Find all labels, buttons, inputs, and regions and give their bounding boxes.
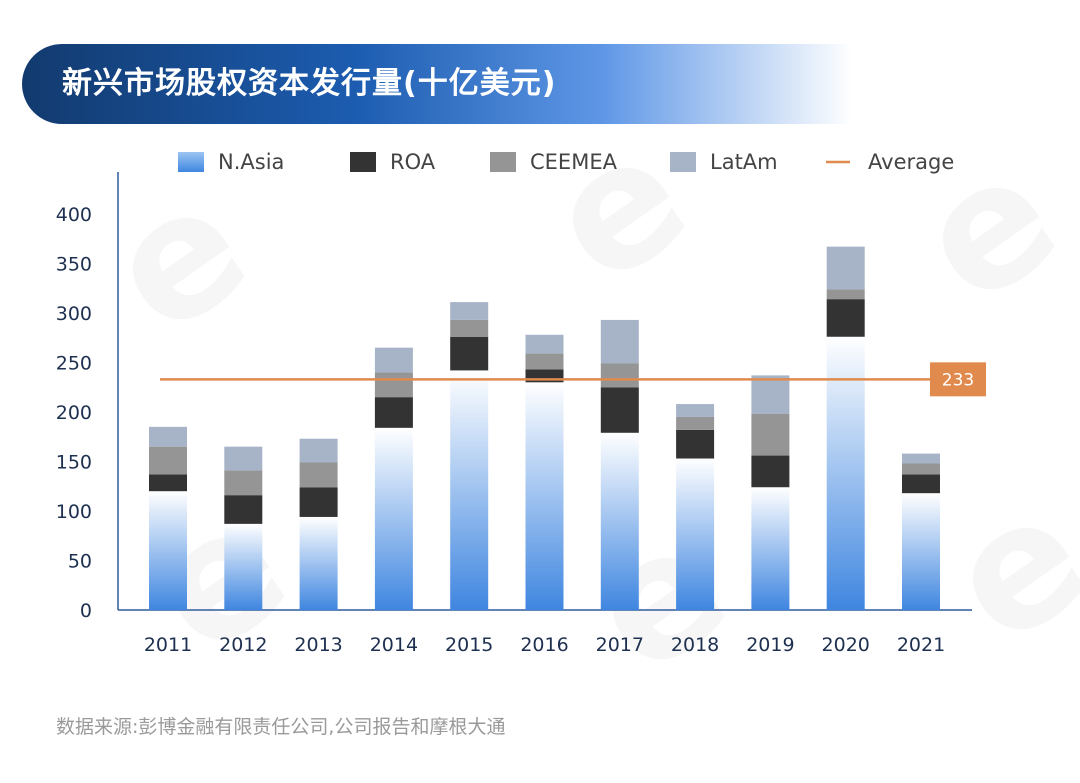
bar-segment-ceemea (450, 319, 489, 337)
bar-segment-latam (149, 426, 187, 447)
bar-segment-nasia (826, 336, 865, 610)
x-tick-label: 2016 (520, 634, 568, 656)
bar-segment-ceemea (299, 462, 338, 488)
bar-segment-latam (826, 246, 865, 290)
legend-label: N.Asia (218, 150, 284, 174)
bar-segment-latam (224, 446, 263, 471)
bar-segment-nasia (751, 487, 790, 610)
bar-segment-roa (676, 429, 715, 459)
bar-segment-ceemea (676, 416, 715, 430)
x-tick-label: 2015 (445, 634, 493, 656)
bar-segment-latam (676, 404, 715, 417)
bar-segment-nasia (525, 382, 564, 610)
bar-segment-nasia (224, 523, 263, 610)
bars (149, 246, 940, 610)
y-tick-label: 50 (68, 551, 92, 573)
source-note: 数据来源:彭博金融有限责任公司,公司报告和摩根大通 (56, 716, 506, 738)
bar-segment-nasia (600, 432, 639, 610)
title-banner (22, 44, 852, 124)
bar-segment-ceemea (902, 463, 940, 475)
x-tick-label: 2019 (746, 634, 794, 656)
y-tick-label: 0 (80, 600, 92, 622)
bar-segment-ceemea (374, 372, 413, 398)
legend-swatch-ceemea (490, 152, 516, 172)
y-tick-label: 400 (56, 204, 92, 226)
legend-swatch-roa (350, 152, 376, 172)
x-tick-label: 2018 (671, 634, 719, 656)
x-tick-label: 2013 (294, 634, 342, 656)
bar-segment-roa (902, 474, 940, 494)
bar-segment-ceemea (525, 353, 564, 370)
legend-swatch-nasia (178, 152, 204, 172)
y-tick-label: 350 (56, 254, 92, 276)
chart-title: 新兴市场股权资本发行量(十亿美元) (62, 66, 557, 101)
bar-segment-latam (902, 453, 940, 464)
bar-segment-roa (374, 397, 413, 428)
bar-segment-roa (450, 336, 489, 371)
bar-segment-ceemea (149, 446, 187, 475)
bar-segment-latam (450, 302, 489, 320)
legend-label: CEEMEA (530, 150, 618, 174)
legend-label: Average (868, 150, 954, 174)
x-tick-label: 2014 (370, 634, 418, 656)
average-label: 233 (942, 370, 974, 390)
bar-segment-latam (600, 319, 639, 364)
bar-segment-nasia (299, 516, 338, 610)
bar-segment-latam (751, 375, 790, 414)
x-tick-label: 2021 (897, 634, 945, 656)
bar-segment-roa (600, 387, 639, 433)
bar-segment-nasia (450, 370, 489, 610)
x-tick-label: 2020 (822, 634, 870, 656)
bar-segment-latam (374, 347, 413, 373)
bar-segment-ceemea (826, 289, 865, 300)
bar-segment-nasia (676, 458, 715, 610)
x-tick-label: 2011 (144, 634, 192, 656)
legend-label: ROA (390, 150, 436, 174)
axes: 0 50 100 150 200 250 300 350 400 2011 2012 2013 2014… (56, 172, 972, 656)
average-line-group: 233 (160, 362, 986, 397)
bar-segment-ceemea (600, 363, 639, 388)
y-tick-label: 300 (56, 303, 92, 325)
bar-segment-latam (525, 334, 564, 354)
bar-segment-nasia (149, 491, 187, 610)
bar-segment-nasia (902, 493, 940, 610)
x-tick-label: 2017 (596, 634, 644, 656)
legend: N.Asia ROA CEEMEA LatAm Average (178, 150, 954, 174)
average-label-box (930, 362, 986, 397)
y-tick-label: 150 (56, 452, 92, 474)
legend-swatch-latam (670, 152, 696, 172)
y-tick-label: 250 (56, 353, 92, 375)
bar-segment-ceemea (224, 470, 263, 496)
bar-segment-latam (299, 438, 338, 463)
bar-segment-roa (299, 487, 338, 517)
y-tick-label: 100 (56, 501, 92, 523)
bar-segment-roa (149, 474, 187, 492)
y-tick-label: 200 (56, 402, 92, 424)
legend-label: LatAm (710, 150, 778, 174)
bar-segment-roa (751, 455, 790, 488)
bar-segment-ceemea (751, 413, 790, 456)
x-tick-label: 2012 (219, 634, 267, 656)
bar-segment-nasia (374, 427, 413, 610)
bar-segment-roa (826, 299, 865, 337)
bar-segment-roa (224, 495, 263, 524)
